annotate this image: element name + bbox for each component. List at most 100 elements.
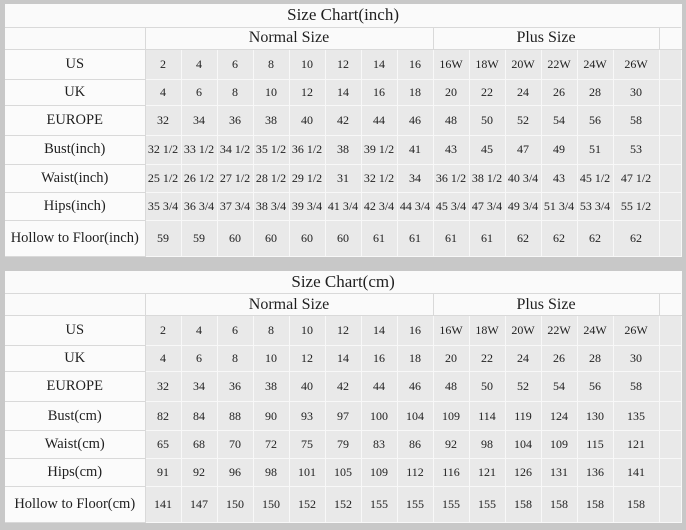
size-value-cell: 38 1/2 [469,164,506,193]
size-value-cell: 43 [541,164,578,193]
empty-cell [659,345,682,372]
size-value-cell: 155 [361,486,398,523]
size-value-cell: 8 [217,79,254,106]
size-value-cell: 35 1/2 [253,135,290,165]
size-value-cell: 26W [613,49,660,80]
size-value-cell: 6 [181,345,218,372]
table-row: UK 4 6 8 10 12 14 16 18 20 22 24 26 28 30 [5,79,682,106]
size-value-cell: 152 [325,486,362,523]
size-value-cell: 38 3/4 [253,192,290,221]
row-label: Waist(inch) [5,164,146,193]
size-value-cell: 14 [361,315,398,346]
size-value-cell: 158 [577,486,614,523]
group-header-trail [658,293,682,316]
size-value-cell: 158 [613,486,660,523]
size-value-cell: 12 [325,315,362,346]
size-value-cell: 18 [397,345,434,372]
size-value-cell: 28 1/2 [253,164,290,193]
table-row: Hollow to Floor(cm) 141 147 150 150 152 152 155… [5,486,682,523]
size-value-cell: 51 [577,135,614,165]
size-value-cell: 49 [541,135,578,165]
size-value-cell: 46 [397,105,434,136]
size-value-cell: 4 [181,315,218,346]
size-value-cell: 104 [397,401,434,431]
size-value-cell: 47 [505,135,542,165]
empty-cell [659,105,682,136]
row-label: Waist(cm) [5,430,146,459]
size-value-cell: 6 [217,49,254,80]
size-value-cell: 75 [289,430,326,459]
size-value-cell: 96 [217,458,254,487]
size-value-cell: 90 [253,401,290,431]
size-value-cell: 2 [145,49,182,80]
size-value-cell: 4 [145,79,182,106]
size-value-cell: 32 [145,371,182,402]
size-value-cell: 27 1/2 [217,164,254,193]
size-value-cell: 32 [145,105,182,136]
size-value-cell: 152 [289,486,326,523]
size-value-cell: 91 [145,458,182,487]
size-value-cell: 30 [613,345,660,372]
size-value-cell: 36 1/2 [433,164,470,193]
empty-cell [659,315,682,346]
size-value-cell: 47 1/2 [613,164,660,193]
size-value-cell: 16 [397,49,434,80]
size-value-cell: 24 [505,345,542,372]
size-value-cell: 119 [505,401,542,431]
table-title: Size Chart(cm) [5,270,682,294]
table-row: UK 4 6 8 10 12 14 16 18 20 22 24 26 28 30 [5,345,682,372]
size-value-cell: 39 3/4 [289,192,326,221]
size-value-cell: 45 3/4 [433,192,470,221]
table-title-row: Size Chart(inch) [5,4,682,28]
size-value-cell: 56 [577,105,614,136]
size-value-cell: 24W [577,49,614,80]
size-value-cell: 36 [217,105,254,136]
size-value-cell: 56 [577,371,614,402]
size-value-cell: 44 3/4 [397,192,434,221]
row-label: EUROPE [5,371,146,402]
size-value-cell: 68 [181,430,218,459]
size-value-cell: 61 [469,220,506,257]
size-value-cell: 34 1/2 [217,135,254,165]
size-value-cell: 28 [577,79,614,106]
size-value-cell: 62 [613,220,660,257]
size-value-cell: 115 [577,430,614,459]
size-value-cell: 48 [433,371,470,402]
size-value-cell: 10 [289,49,326,80]
size-value-cell: 26 [541,345,578,372]
plus-size-header: Plus Size [433,293,659,316]
size-value-cell: 38 [253,105,290,136]
table-title: Size Chart(inch) [5,4,682,28]
size-value-cell: 150 [217,486,254,523]
table-row: EUROPE 32 34 36 38 40 42 44 46 48 50 52 54 56 58 [5,371,682,402]
size-value-cell: 4 [145,345,182,372]
size-value-cell: 24W [577,315,614,346]
size-value-cell: 16 [397,315,434,346]
size-value-cell: 26 1/2 [181,164,218,193]
size-value-cell: 40 [289,371,326,402]
size-value-cell: 2 [145,315,182,346]
empty-cell [659,164,682,193]
size-value-cell: 155 [469,486,506,523]
size-value-cell: 20W [505,49,542,80]
size-value-cell: 22 [469,345,506,372]
size-value-cell: 54 [541,371,578,402]
size-value-cell: 124 [541,401,578,431]
empty-cell [659,135,682,165]
table-row: Hips(cm) 91 92 96 98 101 105 109 112 116 121 126 131… [5,458,682,487]
size-value-cell: 131 [541,458,578,487]
size-value-cell: 18 [397,79,434,106]
size-value-cell: 10 [289,315,326,346]
table-row: US 2 4 6 8 10 12 14 16 16W 18W 20W 22W 24W 26W [5,49,682,80]
size-value-cell: 26 [541,79,578,106]
size-value-cell: 70 [217,430,254,459]
size-value-cell: 141 [613,458,660,487]
size-value-cell: 147 [181,486,218,523]
size-value-cell: 40 [289,105,326,136]
size-value-cell: 41 [397,135,434,165]
size-value-cell: 10 [253,79,290,106]
size-value-cell: 36 3/4 [181,192,218,221]
size-value-cell: 130 [577,401,614,431]
size-value-cell: 12 [289,79,326,106]
size-value-cell: 59 [181,220,218,257]
